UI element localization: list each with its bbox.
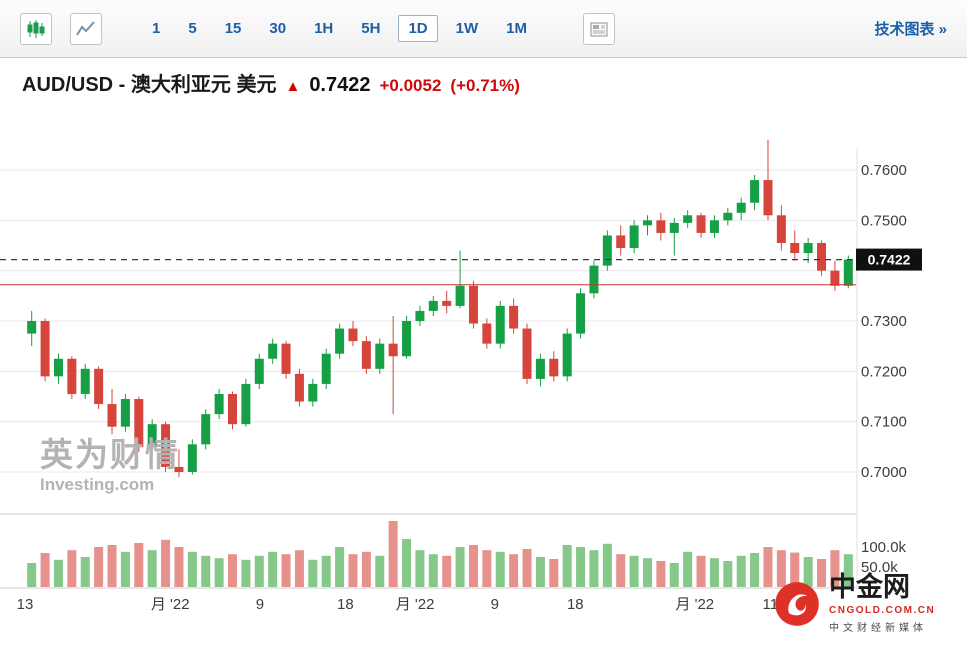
svg-text:13: 13 (17, 596, 34, 613)
svg-text:9: 9 (256, 596, 264, 613)
logo-tagline: 中文财经新媒体 (829, 623, 927, 634)
svg-text:0.7422: 0.7422 (868, 252, 911, 268)
price-change: +0.0052 (379, 76, 442, 95)
technical-chart-link[interactable]: 技术图表 » (874, 21, 947, 38)
timeframe-1h[interactable]: 1H (304, 15, 343, 42)
svg-text:0.7000: 0.7000 (861, 464, 907, 481)
timeframe-1m-min[interactable]: 1 (142, 15, 170, 42)
toolbar: 1 5 15 30 1H 5H 1D 1W 1M 技术图表 » (0, 0, 967, 58)
logo-name: 中金网 (829, 572, 910, 602)
timeframe-15m[interactable]: 15 (215, 15, 252, 42)
svg-text:50.0k: 50.0k (861, 559, 898, 576)
svg-text:18: 18 (567, 596, 584, 613)
timeframe-group: 1 5 15 30 1H 5H 1D 1W 1M (142, 15, 537, 42)
gridlines (0, 169, 857, 473)
instrument-header: AUD/USD - 澳大利亚元 美元 ▲ 0.7422 +0.0052 (+0.… (22, 68, 520, 97)
cngold-logo-icon (775, 582, 819, 626)
line-chart-icon (76, 20, 95, 36)
candles-layer (27, 139, 853, 478)
svg-text:0.7300: 0.7300 (861, 313, 907, 330)
timeframe-30m[interactable]: 30 (259, 15, 296, 42)
timeframe-1w[interactable]: 1W (446, 15, 489, 42)
svg-text:月 '22: 月 '22 (675, 596, 714, 613)
svg-text:0.7200: 0.7200 (861, 363, 907, 380)
svg-text:月 '22: 月 '22 (151, 596, 190, 613)
timeframe-1d[interactable]: 1D (398, 15, 438, 42)
last-price: 0.7422 (309, 74, 371, 96)
svg-text:9: 9 (491, 596, 499, 613)
svg-text:0.7500: 0.7500 (861, 212, 907, 229)
svg-text:11: 11 (763, 596, 779, 613)
volume-layer (27, 521, 853, 587)
svg-text:月 '22: 月 '22 (396, 596, 435, 613)
cngold-logo: 中金网 CNGOLD.COM.CN 中文财经新媒体 (774, 574, 935, 634)
timeframe-1mo[interactable]: 1M (496, 15, 537, 42)
svg-text:0.7100: 0.7100 (861, 414, 907, 431)
candlestick-chart-type-button[interactable] (20, 12, 52, 45)
timeframe-5m[interactable]: 5 (178, 15, 206, 42)
timeframe-5h[interactable]: 5H (351, 15, 390, 42)
up-arrow-icon: ▲ (285, 78, 301, 95)
news-panel-button[interactable] (582, 12, 615, 45)
news-icon (590, 22, 608, 36)
candlestick-chart-canvas[interactable]: 0.7600 0.7500 0.7300 0.7200 0.7100 0.7000 100.… (0, 118, 967, 618)
price-change-percent: (+0.71%) (450, 76, 520, 95)
price-tag (856, 248, 922, 271)
chart-area[interactable]: 0.7600 0.7500 0.7300 0.7200 0.7100 0.7000 100.… (0, 118, 967, 623)
svg-text:100.0k: 100.0k (861, 539, 907, 556)
svg-text:0.7600: 0.7600 (861, 162, 907, 179)
svg-text:18: 18 (337, 596, 354, 613)
pair-title: AUD/USD - 澳大利亚元 美元 (22, 74, 277, 96)
line-chart-type-button[interactable] (70, 12, 102, 45)
candlestick-icon (27, 19, 45, 38)
logo-domain: CNGOLD.COM.CN (829, 605, 936, 616)
